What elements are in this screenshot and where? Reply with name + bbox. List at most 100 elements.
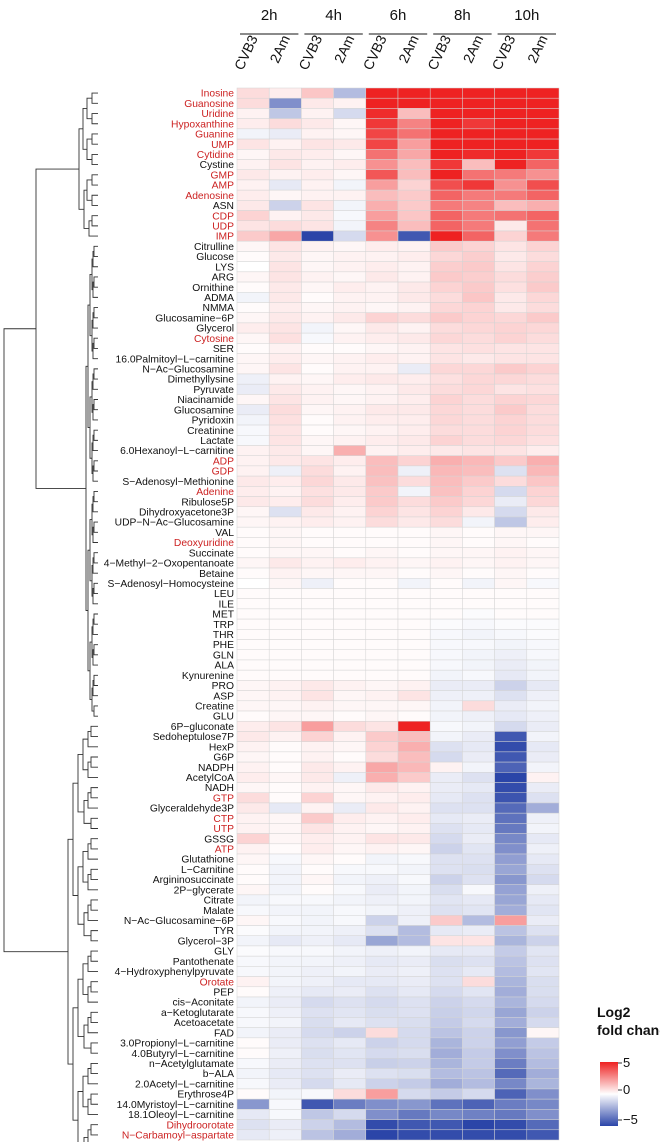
heatmap-cell bbox=[301, 200, 334, 211]
heatmap-cell bbox=[462, 1078, 495, 1090]
heatmap-cell bbox=[333, 240, 367, 252]
heatmap-cell bbox=[268, 322, 302, 334]
heatmap-cell bbox=[301, 578, 334, 589]
heatmap-cell bbox=[301, 353, 334, 365]
heatmap-cell bbox=[526, 169, 560, 181]
heatmap-cell bbox=[236, 915, 270, 926]
heatmap-cell bbox=[333, 680, 367, 691]
heatmap-cell bbox=[236, 986, 270, 998]
heatmap-cell bbox=[429, 792, 463, 804]
heatmap-cell bbox=[462, 414, 495, 426]
heatmap-cell bbox=[365, 271, 399, 283]
heatmap-cell bbox=[397, 210, 431, 222]
heatmap-cell bbox=[236, 445, 270, 456]
heatmap-cell bbox=[526, 373, 560, 385]
heatmap-cell bbox=[397, 343, 431, 354]
heatmap-cell bbox=[301, 159, 334, 170]
heatmap-cell bbox=[268, 271, 302, 283]
heatmap-cell bbox=[268, 210, 302, 222]
heatmap-cell bbox=[333, 414, 367, 426]
heatmap-cell bbox=[333, 312, 367, 324]
heatmap-cell bbox=[429, 435, 463, 446]
heatmap-cell bbox=[462, 680, 495, 691]
heatmap-cell bbox=[397, 271, 431, 283]
heatmap-cell bbox=[397, 251, 431, 262]
row-label: L−Carnitine bbox=[181, 865, 234, 876]
heatmap-cell bbox=[429, 87, 463, 99]
heatmap-cell bbox=[301, 823, 334, 834]
heatmap-cell bbox=[397, 87, 431, 99]
heatmap-cell bbox=[236, 731, 270, 742]
dendrogram-branch bbox=[87, 986, 98, 1003]
heatmap-cell bbox=[333, 710, 367, 722]
heatmap-cell bbox=[526, 945, 560, 957]
dendrogram-branch bbox=[93, 552, 98, 564]
time-point-headers: 2h 4h 6h 8h 10h bbox=[240, 7, 556, 35]
heatmap-cell bbox=[365, 710, 399, 722]
dendrogram-branch bbox=[93, 368, 98, 380]
heatmap-cell bbox=[236, 1027, 270, 1039]
heatmap-cell bbox=[365, 383, 399, 395]
row-label: N−Ac−Glucosamine bbox=[142, 364, 234, 375]
row-label: Malate bbox=[203, 906, 234, 917]
heatmap-cell bbox=[429, 230, 463, 242]
heatmap-cell bbox=[236, 373, 270, 385]
heatmap-cell bbox=[268, 128, 302, 140]
heatmap-cell bbox=[494, 720, 528, 732]
heatmap-cell bbox=[236, 894, 270, 906]
heatmap-cell bbox=[301, 751, 334, 763]
heatmap-cell bbox=[494, 690, 528, 702]
heatmap-cell bbox=[526, 240, 560, 252]
heatmap-cell bbox=[268, 189, 302, 201]
row-label: Glucosamine−6P bbox=[155, 313, 234, 324]
row-label: Creatinine bbox=[187, 426, 234, 437]
heatmap-cell bbox=[236, 210, 270, 222]
heatmap-cell bbox=[526, 312, 560, 324]
heatmap-cell bbox=[268, 1088, 302, 1100]
heatmap-cell bbox=[526, 843, 560, 855]
heatmap-cell bbox=[333, 251, 367, 262]
heatmap-cell bbox=[365, 578, 399, 589]
heatmap-cell bbox=[494, 240, 528, 252]
heatmap-cell bbox=[301, 302, 334, 313]
row-label: Niacinamide bbox=[177, 395, 234, 406]
row-label: Inosine bbox=[201, 89, 234, 100]
heatmap-cell bbox=[494, 884, 528, 896]
heatmap-cell bbox=[462, 761, 495, 773]
heatmap-cell bbox=[365, 138, 399, 150]
heatmap-cell bbox=[301, 435, 334, 446]
heatmap-cell bbox=[397, 138, 431, 150]
heatmap-cell bbox=[397, 578, 431, 589]
heatmap-cell bbox=[397, 1088, 431, 1100]
row-label: TYR bbox=[213, 926, 234, 937]
column-label: 2Am bbox=[266, 33, 293, 66]
heatmap-cell bbox=[526, 537, 560, 548]
dendrogram-branch bbox=[87, 1016, 98, 1034]
heatmap-cell bbox=[429, 731, 463, 742]
heatmap-cell bbox=[365, 240, 399, 252]
heatmap-cell bbox=[365, 1088, 399, 1100]
dendrogram-branch bbox=[3, 328, 68, 953]
heatmap-cell bbox=[494, 302, 528, 313]
column-label: CVB3 bbox=[360, 32, 390, 72]
heatmap-cell bbox=[236, 526, 270, 538]
heatmap-cell bbox=[429, 526, 463, 538]
row-label: Erythrose4P bbox=[177, 1090, 234, 1101]
heatmap-cell bbox=[397, 608, 431, 620]
heatmap-cell bbox=[429, 578, 463, 589]
heatmap-cell bbox=[397, 1017, 431, 1028]
heatmap-cell bbox=[365, 772, 399, 783]
heatmap-cell bbox=[526, 1119, 560, 1131]
heatmap-cell bbox=[494, 863, 528, 875]
heatmap-cell bbox=[236, 118, 270, 130]
row-label: 4−Methyl−2−Oxopentanoate bbox=[104, 559, 235, 570]
heatmap-cell bbox=[462, 904, 495, 916]
heatmap-cell bbox=[333, 772, 367, 783]
heatmap-cell bbox=[301, 915, 334, 926]
row-label: G6P bbox=[213, 753, 234, 764]
row-label: 18.1Oleoyl−L−carnitine bbox=[128, 1110, 234, 1121]
heatmap-cell bbox=[462, 230, 495, 242]
heatmap-cell bbox=[526, 915, 560, 926]
heatmap-cell bbox=[397, 547, 431, 559]
column-label: CVB3 bbox=[295, 32, 325, 72]
